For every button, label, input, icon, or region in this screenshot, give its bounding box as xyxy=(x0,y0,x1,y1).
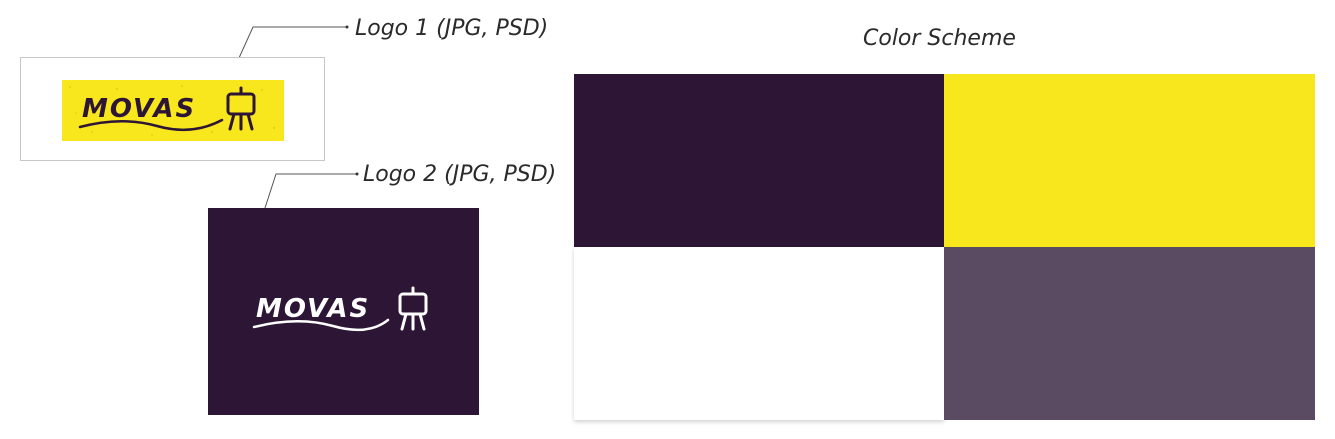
logo2-leader-line xyxy=(264,173,357,209)
logo2-leader-dot xyxy=(355,172,359,176)
logo1-leader-dot xyxy=(345,25,349,29)
logo1-label: Logo 1 (JPG, PSD) xyxy=(355,16,549,41)
easel-icon xyxy=(226,86,256,131)
logo1-texture xyxy=(69,85,276,136)
color-swatch-dark-purple xyxy=(574,74,944,247)
logo2-image: MOVAS xyxy=(208,208,479,415)
easel-icon xyxy=(398,286,428,331)
color-swatch-muted-purple xyxy=(944,247,1315,420)
logo2-swoosh xyxy=(252,318,390,332)
logo1-wordmark: MOVAS xyxy=(82,94,196,124)
logo2-label: Logo 2 (JPG, PSD) xyxy=(363,162,557,187)
logo1-image: MOVAS xyxy=(62,80,284,141)
color-swatch-yellow xyxy=(944,74,1315,247)
logo1-swoosh xyxy=(78,118,224,132)
logo1-leader-line xyxy=(238,26,347,59)
logo1-artwork: MOVAS xyxy=(69,85,276,136)
logo2-wordmark: MOVAS xyxy=(256,294,370,324)
logo2-artwork: MOVAS xyxy=(252,286,428,332)
color-scheme-title: Color Scheme xyxy=(863,26,1016,51)
color-swatch-white xyxy=(574,247,944,420)
